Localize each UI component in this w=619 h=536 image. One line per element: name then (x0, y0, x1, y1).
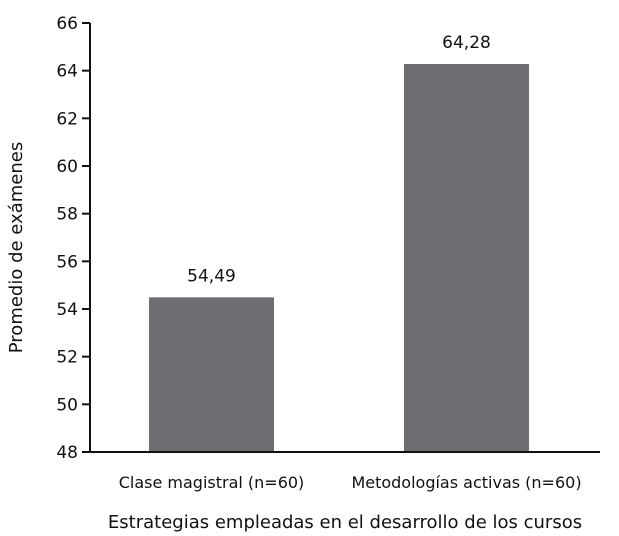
y-tick-label: 66 (56, 14, 78, 34)
category-labels: Clase magistral (n=60) Metodologías activ… (119, 473, 582, 492)
y-tick-label: 54 (56, 300, 78, 320)
y-tick-label: 60 (56, 157, 78, 177)
y-tick-label: 62 (56, 109, 78, 129)
y-tick-label: 64 (56, 62, 78, 82)
x-category-label: Metodologías activas (n=60) (351, 473, 581, 492)
bar-value-label: 54,49 (187, 266, 236, 286)
y-tick-label: 50 (56, 395, 78, 415)
value-labels: 54,49 64,28 (187, 33, 491, 286)
y-tick-label: 52 (56, 348, 78, 368)
bar-value-label: 64,28 (442, 33, 491, 53)
bar (404, 63, 529, 452)
y-tick-label: 58 (56, 205, 78, 225)
y-axis-title: Promedio de exámenes (6, 142, 27, 353)
x-axis-title: Estrategias empleadas en el desarrollo d… (108, 512, 582, 533)
bars (149, 63, 529, 452)
y-axis-ticks: 48 50 52 54 56 58 60 62 64 66 (56, 14, 90, 463)
y-tick-label: 48 (56, 443, 78, 463)
bar (149, 297, 274, 452)
x-category-label: Clase magistral (n=60) (119, 473, 305, 492)
y-tick-label: 56 (56, 252, 78, 272)
